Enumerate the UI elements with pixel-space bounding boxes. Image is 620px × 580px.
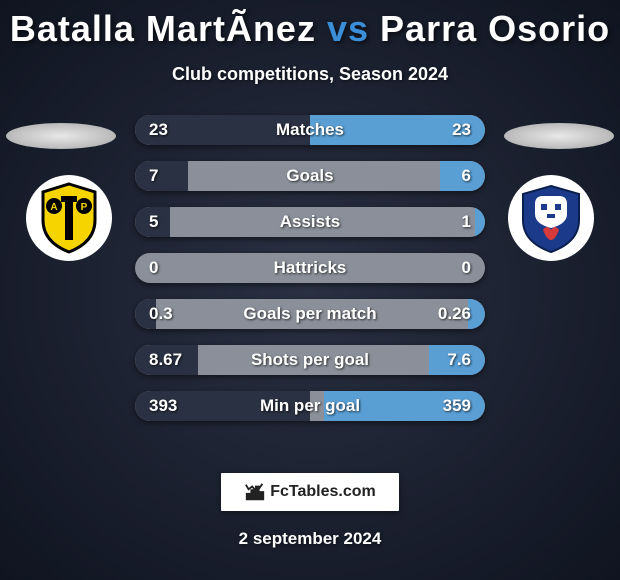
crest-right-icon [513, 180, 589, 256]
stat-rows-container: 2323Matches 76Goals 51Assists 00Hattricks 0.… [135, 115, 485, 437]
stat-row: 0.30.26Goals per match [135, 299, 485, 329]
stat-label: Matches [135, 115, 485, 145]
player1-name: Batalla MartÃ­nez [10, 8, 316, 49]
stat-row: 393359Min per goal [135, 391, 485, 421]
footer-date: 2 september 2024 [0, 529, 620, 549]
stat-row: 00Hattricks [135, 253, 485, 283]
club-crest-left: A P [26, 175, 112, 261]
svg-text:A: A [50, 202, 57, 213]
brand-text: FcTables.com [270, 483, 376, 501]
comparison-title: Batalla MartÃ­nez vs Parra Osorio [0, 0, 620, 50]
stat-label: Hattricks [135, 253, 485, 283]
stat-row: 8.677.6Shots per goal [135, 345, 485, 375]
svg-text:P: P [81, 202, 88, 213]
stat-label: Shots per goal [135, 345, 485, 375]
vs-separator: vs [327, 8, 369, 49]
comparison-stage: A P 2323Matches 76Goals 51Assists 00Hattric… [0, 115, 620, 455]
stat-row: 76Goals [135, 161, 485, 191]
stat-label: Min per goal [135, 391, 485, 421]
club-crest-right [508, 175, 594, 261]
stat-row: 51Assists [135, 207, 485, 237]
stat-label: Goals per match [135, 299, 485, 329]
chart-icon [244, 481, 266, 503]
player2-name: Parra Osorio [380, 8, 610, 49]
stat-row: 2323Matches [135, 115, 485, 145]
brand-badge: FcTables.com [221, 473, 399, 511]
pedestal-right [504, 123, 614, 149]
stat-label: Goals [135, 161, 485, 191]
subtitle: Club competitions, Season 2024 [0, 64, 620, 85]
pedestal-left [6, 123, 116, 149]
crest-left-icon: A P [31, 180, 107, 256]
stat-label: Assists [135, 207, 485, 237]
